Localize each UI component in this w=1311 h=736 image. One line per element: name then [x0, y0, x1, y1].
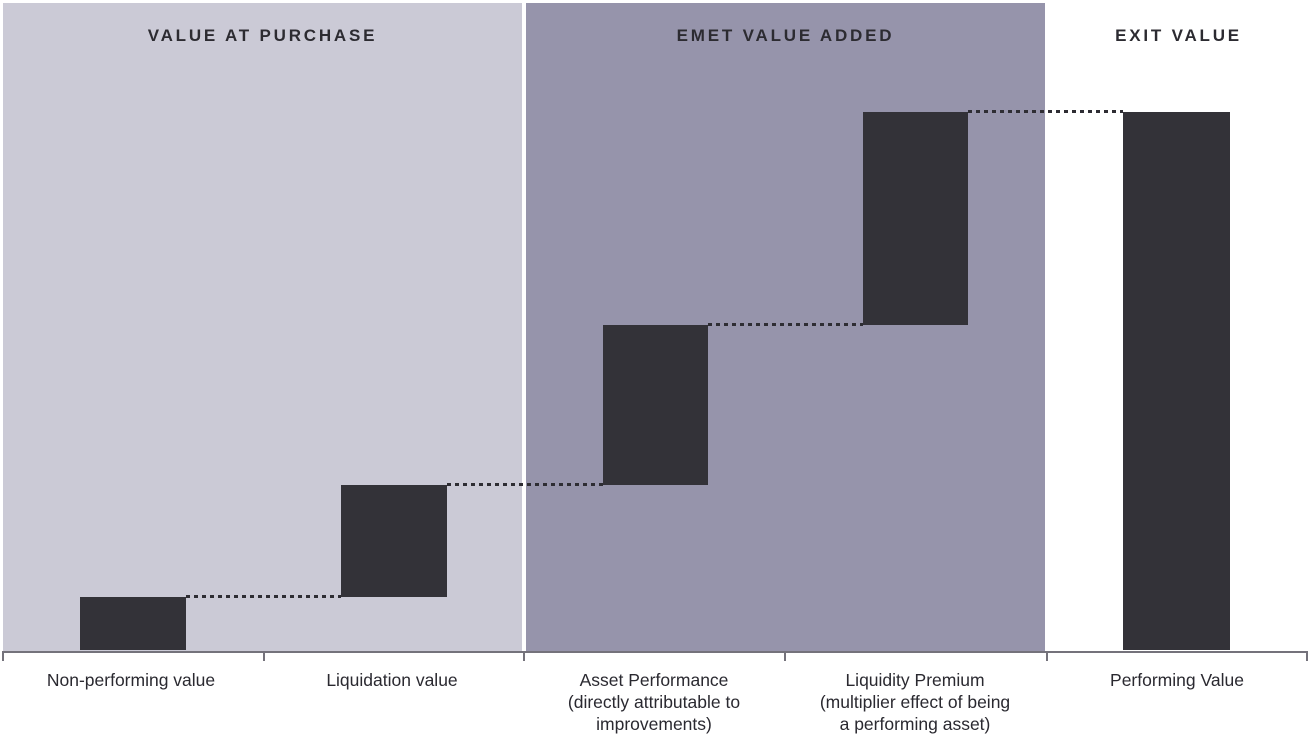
bar-liquidity-premium: [863, 112, 968, 325]
bar-asset-performance: [603, 325, 708, 485]
category-label-line: Liquidation value: [326, 670, 458, 690]
category-label-line: a performing asset): [839, 714, 991, 734]
bar-performing-value: [1123, 112, 1230, 650]
category-label-liquidity-premium: Liquidity Premium (multiplier effect of …: [784, 669, 1046, 735]
category-label-line: Non-performing value: [46, 670, 216, 690]
bar-non-performing-value: [80, 597, 186, 650]
bar-liquidation-value: [341, 485, 447, 597]
category-label-line: Performing Value: [1110, 670, 1244, 690]
category-label-line: (directly attributable to: [567, 692, 741, 712]
connector-asset-performance-to-liquidity-premium: [708, 323, 863, 326]
category-label-line: Liquidity Premium: [845, 670, 985, 690]
x-axis-tick: [523, 651, 525, 661]
connector-liquidity-premium-to-performing-value: [968, 110, 1123, 113]
section-title-value-at-purchase: VALUE AT PURCHASE: [147, 26, 378, 45]
x-axis-line: [2, 651, 1308, 653]
category-label-liquidation-value: Liquidation value: [261, 669, 523, 691]
category-label-asset-performance: Asset Performance (directly attributable…: [523, 669, 785, 735]
x-axis-tick: [1306, 651, 1308, 661]
x-axis-tick: [1046, 651, 1048, 661]
connector-liquidation-to-asset-performance: [447, 483, 603, 486]
category-label-performing-value: Performing Value: [1046, 669, 1308, 691]
section-title-exit-value: EXIT VALUE: [1115, 26, 1242, 45]
section-title-emet-value-added: EMET VALUE ADDED: [676, 26, 895, 45]
category-label-line: (multiplier effect of being: [819, 692, 1011, 712]
connector-nonperforming-to-liquidation: [186, 595, 341, 598]
x-axis-tick: [263, 651, 265, 661]
category-label-non-performing-value: Non-performing value: [0, 669, 262, 691]
x-axis-tick: [2, 651, 4, 661]
x-axis-tick: [784, 651, 786, 661]
category-label-line: Asset Performance: [579, 670, 729, 690]
category-label-line: improvements): [596, 714, 712, 734]
